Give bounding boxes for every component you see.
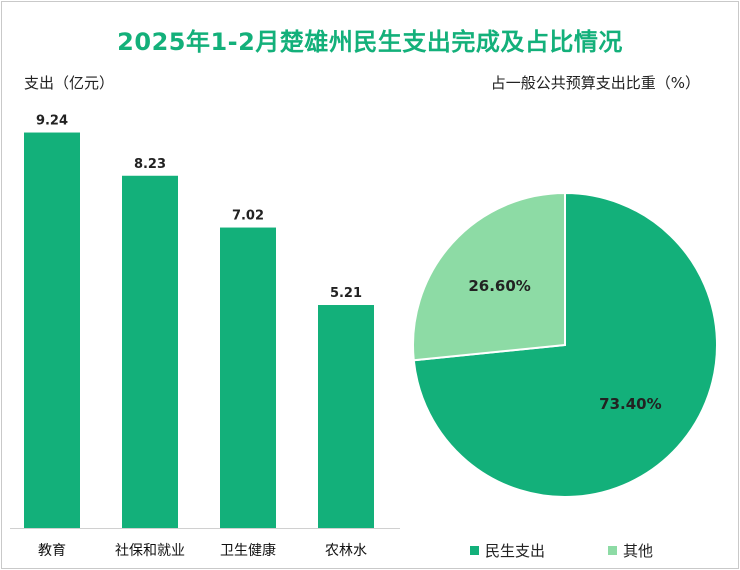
- legend-swatch: [470, 546, 479, 555]
- pie-chart-title: 占一般公共预算支出比重（%）: [490, 74, 700, 92]
- pie-slice-label: 26.60%: [468, 277, 530, 295]
- legend-item-other: 其他: [608, 540, 653, 561]
- legend-label: 其他: [623, 542, 654, 560]
- bar-value-label: 5.21: [330, 286, 362, 301]
- bar-chart-axis-label: 支出（亿元）: [24, 74, 115, 92]
- x-tick-label: 社保和就业: [115, 543, 185, 559]
- x-tick-label: 卫生健康: [220, 542, 276, 559]
- pie-slice-2: [412, 191, 566, 362]
- page-title: 2025年1-2月楚雄州民生支出完成及占比情况: [117, 28, 623, 56]
- legend-label: 民生支出: [485, 542, 546, 560]
- bar-3: [220, 227, 276, 528]
- x-tick-label: 教育: [38, 543, 66, 559]
- pie-slice-label: 73.40%: [599, 395, 661, 413]
- legend-swatch: [608, 546, 617, 555]
- bar-4: [318, 305, 374, 528]
- x-tick-label: 农林水: [325, 543, 367, 559]
- bar-value-label: 7.02: [232, 209, 264, 224]
- bar-2: [122, 175, 178, 529]
- bar-chart: 9.24 教育 8.23 社保和就业 7.02 卫生健康 5.21 农林水: [10, 114, 400, 559]
- bar-1: [24, 132, 80, 528]
- bar-value-label: 8.23: [134, 157, 166, 172]
- pie-chart: 73.40% 26.60%: [412, 191, 718, 498]
- bar-value-label: 9.24: [36, 114, 68, 129]
- legend-item-livelihood: 民生支出: [470, 540, 545, 561]
